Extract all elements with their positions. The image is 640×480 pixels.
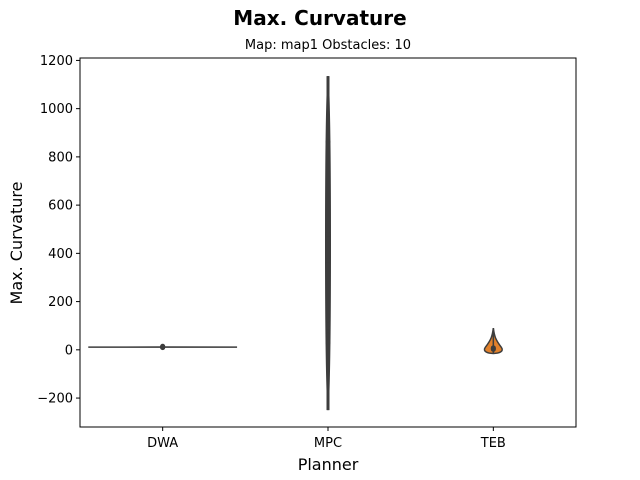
y-tick-label: 1000 bbox=[40, 102, 73, 117]
data-point bbox=[325, 329, 331, 335]
data-point bbox=[325, 325, 331, 331]
data-point bbox=[490, 345, 496, 351]
data-point bbox=[325, 317, 331, 323]
data-point bbox=[325, 332, 331, 338]
y-axis-label: Max. Curvature bbox=[7, 182, 26, 305]
x-tick-label: TEB bbox=[480, 436, 506, 451]
y-tick-label: 400 bbox=[48, 247, 73, 262]
x-axis-label: Planner bbox=[298, 455, 359, 474]
data-point bbox=[325, 336, 331, 342]
data-point bbox=[160, 343, 166, 349]
y-tick-label: 800 bbox=[48, 150, 73, 165]
x-tick-label: DWA bbox=[147, 436, 178, 451]
x-tick-label: MPC bbox=[314, 436, 342, 451]
data-point bbox=[325, 340, 331, 346]
data-point bbox=[325, 313, 331, 319]
data-point bbox=[325, 139, 331, 145]
chart-marks bbox=[88, 76, 503, 411]
y-tick-label: −200 bbox=[37, 392, 73, 407]
y-tick-label: 600 bbox=[48, 199, 73, 214]
y-tick-label: 1200 bbox=[40, 54, 73, 69]
data-point bbox=[325, 257, 331, 263]
y-tick-label: 200 bbox=[48, 295, 73, 310]
chart-subtitle: Map: map1 Obstacles: 10 bbox=[245, 38, 411, 53]
x-axis: DWA MPC TEB bbox=[147, 427, 506, 451]
chart-title: Max. Curvature bbox=[233, 6, 406, 30]
y-tick-label: 0 bbox=[65, 343, 73, 358]
y-axis: −200 0 200 400 600 800 1000 1200 bbox=[37, 54, 80, 407]
data-point bbox=[325, 232, 331, 238]
